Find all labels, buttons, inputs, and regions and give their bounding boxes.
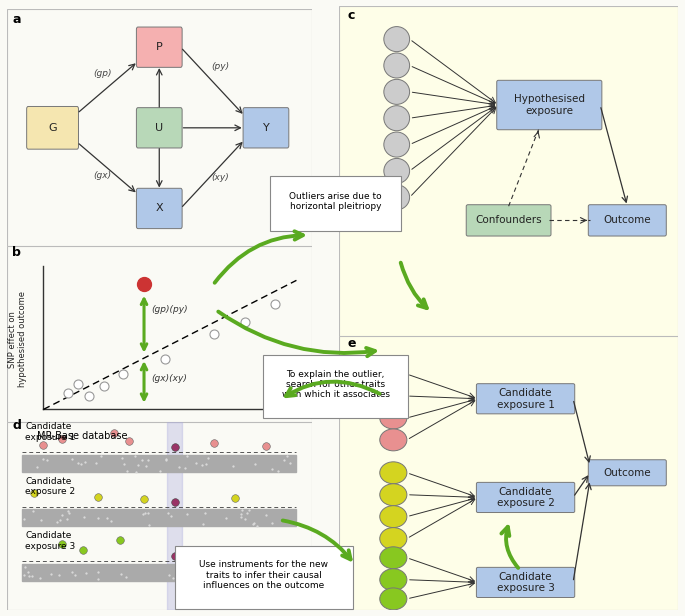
Circle shape	[384, 26, 410, 52]
FancyBboxPatch shape	[175, 546, 353, 609]
Circle shape	[379, 385, 407, 407]
Text: (gp): (gp)	[94, 68, 112, 78]
FancyBboxPatch shape	[270, 176, 401, 231]
Text: (gx)(xy): (gx)(xy)	[151, 375, 188, 383]
FancyBboxPatch shape	[466, 205, 551, 236]
Text: Candidate
exposure 1: Candidate exposure 1	[497, 388, 554, 410]
FancyBboxPatch shape	[27, 107, 79, 149]
Circle shape	[379, 506, 407, 527]
Circle shape	[379, 462, 407, 484]
Circle shape	[384, 185, 410, 210]
Circle shape	[379, 588, 407, 610]
Circle shape	[379, 527, 407, 549]
Circle shape	[379, 407, 407, 429]
Text: U: U	[155, 123, 163, 133]
FancyBboxPatch shape	[476, 384, 575, 414]
FancyBboxPatch shape	[497, 80, 602, 130]
Bar	[167, 422, 182, 610]
FancyBboxPatch shape	[7, 422, 312, 610]
Text: Confounders: Confounders	[475, 216, 542, 225]
FancyBboxPatch shape	[243, 108, 289, 148]
Text: To explain the outlier,
search for other traits
with which it associates: To explain the outlier, search for other…	[282, 370, 390, 399]
Circle shape	[379, 484, 407, 506]
Text: Outliers arise due to
horizontal pleitriopy: Outliers arise due to horizontal pleitri…	[289, 192, 382, 211]
Circle shape	[384, 106, 410, 131]
FancyBboxPatch shape	[476, 482, 575, 513]
FancyBboxPatch shape	[588, 205, 667, 236]
Text: Use instruments for the new
traits to infer their causal
influences on the outco: Use instruments for the new traits to in…	[199, 561, 328, 590]
Text: G: G	[48, 123, 57, 133]
FancyBboxPatch shape	[136, 108, 182, 148]
Circle shape	[379, 547, 407, 569]
Text: SNP effect on hypothesised exposure: SNP effect on hypothesised exposure	[90, 423, 247, 432]
Text: Candidate
exposure 3: Candidate exposure 3	[497, 572, 554, 593]
Circle shape	[384, 132, 410, 157]
Text: (py): (py)	[211, 62, 229, 70]
Circle shape	[384, 79, 410, 104]
Text: e: e	[347, 337, 356, 350]
Bar	[22, 564, 297, 581]
Text: MR-Base database: MR-Base database	[37, 431, 128, 441]
FancyBboxPatch shape	[263, 355, 408, 418]
Text: Candidate
exposure 3: Candidate exposure 3	[25, 531, 75, 551]
FancyBboxPatch shape	[136, 188, 182, 229]
Text: Outcome: Outcome	[603, 216, 651, 225]
FancyBboxPatch shape	[476, 567, 575, 598]
Text: d: d	[12, 419, 21, 432]
Text: (gx): (gx)	[94, 171, 112, 180]
Circle shape	[379, 569, 407, 591]
Bar	[22, 509, 297, 526]
Text: (xy): (xy)	[211, 173, 229, 182]
Circle shape	[384, 53, 410, 78]
Text: b: b	[12, 246, 21, 259]
Text: Outcome: Outcome	[603, 468, 651, 478]
Bar	[22, 455, 297, 472]
Text: Candidate
exposure 2: Candidate exposure 2	[25, 477, 75, 496]
FancyBboxPatch shape	[7, 246, 312, 422]
Text: Candidate
exposure 2: Candidate exposure 2	[497, 487, 554, 508]
FancyBboxPatch shape	[588, 460, 667, 486]
Text: P: P	[156, 42, 162, 52]
Text: Y: Y	[262, 123, 269, 133]
FancyBboxPatch shape	[136, 27, 182, 67]
Text: Candidate
exposure 1: Candidate exposure 1	[25, 423, 75, 442]
Text: SNP effect on
hypothesised outcome: SNP effect on hypothesised outcome	[8, 291, 27, 387]
Text: a: a	[12, 14, 21, 26]
FancyBboxPatch shape	[339, 336, 678, 610]
Circle shape	[379, 429, 407, 451]
FancyBboxPatch shape	[339, 6, 678, 336]
Circle shape	[384, 158, 410, 184]
Circle shape	[379, 363, 407, 385]
Text: (gp)(py): (gp)(py)	[151, 306, 188, 314]
Text: c: c	[347, 9, 355, 22]
Text: X: X	[155, 203, 163, 214]
FancyBboxPatch shape	[7, 9, 312, 246]
Text: Hypothesised
exposure: Hypothesised exposure	[514, 94, 585, 116]
